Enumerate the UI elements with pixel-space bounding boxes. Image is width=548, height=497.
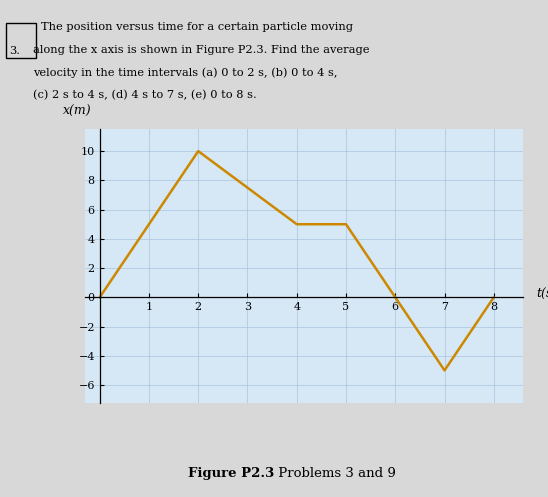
Text: 3.: 3. <box>9 46 20 56</box>
Text: velocity in the time intervals (a) 0 to 2 s, (b) 0 to 4 s,: velocity in the time intervals (a) 0 to … <box>33 67 338 78</box>
Text: Figure P2.3: Figure P2.3 <box>188 467 274 480</box>
Text: The position versus time for a certain particle moving: The position versus time for a certain p… <box>41 22 353 32</box>
Text: t(s): t(s) <box>536 288 548 301</box>
Text: x(m): x(m) <box>63 105 92 118</box>
Text: Problems 3 and 9: Problems 3 and 9 <box>274 467 396 480</box>
Text: (c) 2 s to 4 s, (d) 4 s to 7 s, (e) 0 to 8 s.: (c) 2 s to 4 s, (d) 4 s to 7 s, (e) 0 to… <box>33 89 256 100</box>
Text: along the x axis is shown in Figure P2.3. Find the average: along the x axis is shown in Figure P2.3… <box>33 45 369 55</box>
